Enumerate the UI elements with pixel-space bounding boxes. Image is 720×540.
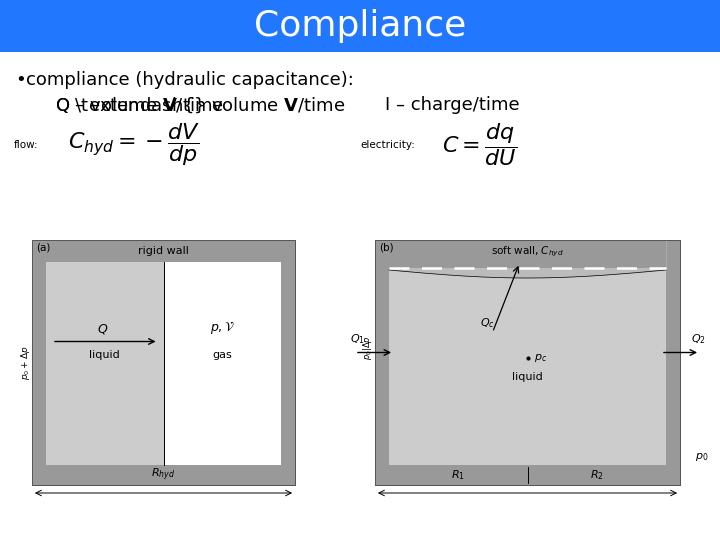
Bar (32, 240, 295, 262)
Text: •: • (15, 71, 26, 89)
Text: flow:: flow: (14, 140, 39, 150)
Bar (666, 240, 680, 465)
Bar (375, 240, 680, 485)
Text: $p_0|\Delta p$: $p_0|\Delta p$ (361, 335, 374, 360)
Bar (389, 270, 666, 465)
Text: $Q_2$: $Q_2$ (690, 332, 706, 346)
Text: Q \textendash{} volume $\mathbf{V}$/time: Q \textendash{} volume $\mathbf{V}$/time (55, 95, 346, 115)
Text: $Q_1$: $Q_1$ (349, 332, 364, 346)
Text: (b): (b) (379, 242, 394, 252)
Text: I – charge/time: I – charge/time (385, 96, 520, 114)
Text: $p, \mathcal{V}$: $p, \mathcal{V}$ (210, 320, 235, 335)
Bar (163, 262, 281, 465)
Text: compliance (hydraulic capacitance):: compliance (hydraulic capacitance): (26, 71, 354, 89)
Text: gas: gas (212, 350, 232, 361)
Bar (32, 465, 295, 485)
Bar (375, 240, 389, 465)
Text: liquid: liquid (512, 373, 543, 382)
Text: $C = \dfrac{dq}{dU}$: $C = \dfrac{dq}{dU}$ (442, 122, 517, 168)
Text: $Q$: $Q$ (97, 321, 109, 335)
Text: soft wall, $C_{hyd}$: soft wall, $C_{hyd}$ (491, 245, 564, 259)
Bar (375, 240, 680, 485)
Bar (32, 240, 295, 485)
Bar (0, 0, 720, 52)
Text: $p_0$: $p_0$ (696, 451, 708, 463)
Bar (32, 240, 295, 485)
Text: Q – volume $\mathbf{V}$/time: Q – volume $\mathbf{V}$/time (55, 95, 224, 115)
Bar (32, 262, 46, 465)
Text: rigid wall: rigid wall (138, 246, 189, 256)
Bar (281, 262, 295, 465)
Text: $p_0+\Delta p$: $p_0+\Delta p$ (19, 345, 32, 380)
Text: $p_c$: $p_c$ (534, 352, 546, 363)
Text: $R_2$: $R_2$ (590, 468, 603, 482)
Text: $R_{hyd}$: $R_{hyd}$ (151, 467, 176, 483)
Text: $C_{hyd} = -\dfrac{dV}{dp}$: $C_{hyd} = -\dfrac{dV}{dp}$ (68, 122, 200, 168)
Text: (a): (a) (36, 242, 50, 252)
Bar (375, 465, 680, 485)
Text: $Q_c$: $Q_c$ (480, 316, 495, 329)
Text: liquid: liquid (89, 350, 120, 361)
Text: $R_1$: $R_1$ (451, 468, 465, 482)
Bar (46, 262, 163, 465)
Text: electricity:: electricity: (360, 140, 415, 150)
Text: Compliance: Compliance (254, 9, 466, 43)
